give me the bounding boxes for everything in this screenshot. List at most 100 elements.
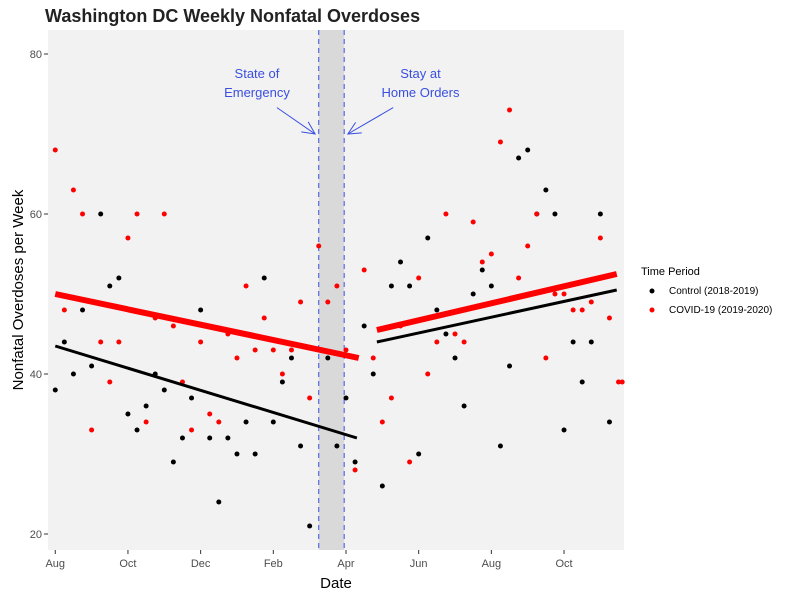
control-point-6 xyxy=(107,283,113,289)
control-point-28 xyxy=(307,523,313,529)
control-point-22 xyxy=(252,451,258,457)
covid-point-59 xyxy=(588,299,594,305)
covid-point-51 xyxy=(516,275,522,281)
x-tick-label-4: Apr xyxy=(337,558,354,570)
covid-point-3 xyxy=(80,211,86,217)
control-fit-line-1 xyxy=(376,288,618,344)
covid-point-32 xyxy=(343,347,349,353)
control-point-34 xyxy=(361,323,367,329)
legend-label-control: Control (2018-2019) xyxy=(669,286,759,297)
y-axis-title: Nonfatal Overdoses per Week xyxy=(10,189,27,390)
control-point-24 xyxy=(270,419,276,425)
control-point-4 xyxy=(89,363,95,369)
fit-layer xyxy=(54,271,618,440)
y-tick-label-20: 20 xyxy=(30,529,42,541)
covid-point-18 xyxy=(216,419,222,425)
control-point-3 xyxy=(80,307,86,313)
control-point-47 xyxy=(479,267,485,273)
x-tick-label-3: Feb xyxy=(264,558,283,570)
covid-point-17 xyxy=(207,411,213,417)
covid-point-2 xyxy=(70,187,76,193)
covid-point-34 xyxy=(361,267,367,273)
annotation-0-arrow xyxy=(276,107,316,135)
annotation-0-arrowhead xyxy=(301,121,317,135)
control-point-49 xyxy=(497,443,503,449)
control-point-10 xyxy=(143,403,149,409)
covid-point-9 xyxy=(134,211,140,217)
control-point-35 xyxy=(370,371,376,377)
control-point-50 xyxy=(507,363,513,369)
covid-point-1 xyxy=(61,307,67,313)
x-tick-label-0: Aug xyxy=(45,558,65,570)
covid-fit-line-1 xyxy=(376,271,618,333)
control-point-21 xyxy=(243,419,249,425)
annotation-1-line-1: Home Orders xyxy=(381,85,460,100)
covid-point-4 xyxy=(89,427,95,433)
covid-point-57 xyxy=(570,307,576,313)
covid-point-58 xyxy=(579,307,585,313)
control-point-32 xyxy=(343,395,349,401)
covid-point-48 xyxy=(488,251,494,257)
control-point-42 xyxy=(434,307,440,313)
control-point-44 xyxy=(452,355,458,361)
covid-point-61 xyxy=(606,315,612,321)
control-point-59 xyxy=(588,339,594,345)
legend-key-control xyxy=(649,288,655,294)
control-point-58 xyxy=(579,379,585,385)
covid-point-47 xyxy=(479,259,485,265)
control-point-5 xyxy=(98,211,104,217)
band-layer xyxy=(318,30,345,550)
control-point-23 xyxy=(261,275,267,281)
covid-point-63 xyxy=(619,379,625,385)
control-point-52 xyxy=(525,147,531,153)
covid-point-24 xyxy=(270,347,276,353)
control-point-26 xyxy=(288,355,294,361)
covid-point-39 xyxy=(407,459,413,465)
control-point-30 xyxy=(325,355,331,361)
covid-point-49 xyxy=(497,139,503,145)
covid-point-56 xyxy=(561,291,567,297)
covid-point-5 xyxy=(98,339,104,345)
covid-point-55 xyxy=(552,291,558,297)
control-point-46 xyxy=(470,291,476,297)
x-tick-label-6: Aug xyxy=(482,558,502,570)
shaded-band xyxy=(318,30,345,550)
control-point-17 xyxy=(207,435,213,441)
covid-point-52 xyxy=(525,243,531,249)
control-point-45 xyxy=(461,403,467,409)
covid-point-7 xyxy=(116,339,122,345)
covid-point-42 xyxy=(434,339,440,345)
y-tick-label-40: 40 xyxy=(30,369,42,381)
legend-items: Control (2018-2019) COVID-19 (2019-2020) xyxy=(649,286,772,316)
control-point-33 xyxy=(352,459,358,465)
covid-point-8 xyxy=(125,235,131,241)
control-fit-line-0 xyxy=(54,344,358,440)
covid-point-35 xyxy=(370,355,376,361)
covid-point-15 xyxy=(189,427,195,433)
legend-label-covid: COVID-19 (2019-2020) xyxy=(669,305,772,316)
control-point-41 xyxy=(425,235,431,241)
control-point-56 xyxy=(561,427,567,433)
x-tick-label-7: Oct xyxy=(555,558,572,570)
covid-point-45 xyxy=(461,339,467,345)
covid-point-44 xyxy=(452,331,458,337)
control-point-20 xyxy=(234,451,240,457)
x-axis-title: Date xyxy=(320,575,352,592)
control-point-9 xyxy=(134,427,140,433)
chart-title: Washington DC Weekly Nonfatal Overdoses xyxy=(45,6,420,26)
control-point-18 xyxy=(216,499,222,505)
covid-point-23 xyxy=(261,315,267,321)
control-point-43 xyxy=(443,331,449,337)
covid-point-60 xyxy=(597,235,603,241)
axis-layer: 20 40 60 80 Aug Oct Dec Feb Apr Jun Aug Oct xyxy=(30,49,573,570)
covid-point-30 xyxy=(325,299,331,305)
covid-point-31 xyxy=(334,283,340,289)
covid-point-26 xyxy=(288,347,294,353)
control-point-15 xyxy=(189,395,195,401)
covid-point-43 xyxy=(443,211,449,217)
control-point-19 xyxy=(225,435,231,441)
legend-key-covid xyxy=(649,307,655,313)
control-point-13 xyxy=(170,459,176,465)
control-point-37 xyxy=(388,283,394,289)
